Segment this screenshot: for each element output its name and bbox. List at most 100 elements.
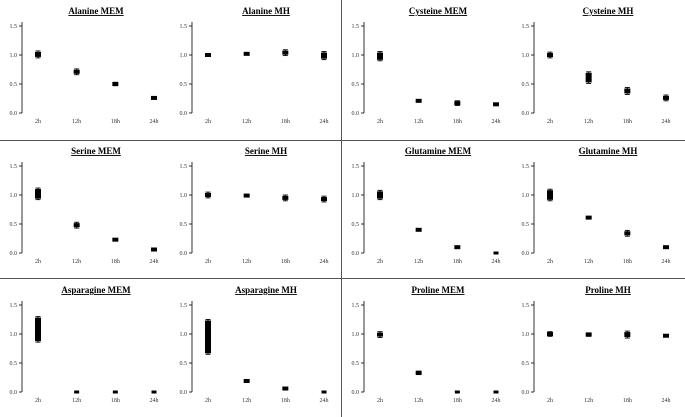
data-point bbox=[74, 390, 80, 394]
x-tick-label: 12h bbox=[584, 398, 593, 404]
chart-title: Cysteine MEM bbox=[409, 6, 468, 16]
x-tick-label: 12h bbox=[72, 119, 81, 125]
x-tick-label: 2h bbox=[547, 119, 553, 125]
chart-glutamine-mem: Glutamine MEM 0.0 0.5 1.0 1.5 2h 12h 18h 24h bbox=[352, 146, 501, 265]
y-tick-label: 1.5 bbox=[352, 303, 360, 309]
x-tick-label: 18h bbox=[453, 398, 462, 404]
x-tick-label: 2h bbox=[205, 259, 211, 265]
chart-glutamine-mh: Glutamine MH 0.0 0.5 1.0 1.5 2h 12h 18h 24h bbox=[522, 146, 671, 265]
y-tick-label: 0.5 bbox=[10, 361, 18, 367]
data-point bbox=[151, 390, 157, 394]
data-point bbox=[243, 51, 250, 56]
x-tick-label: 24h bbox=[662, 259, 671, 265]
x-tick-label: 24h bbox=[320, 259, 329, 265]
chart-asparagine-mh: Asparagine MH 0.0 0.5 1.0 1.5 2h 12h 18h 24h bbox=[180, 285, 329, 404]
data-point bbox=[377, 189, 383, 201]
x-tick-label: 2h bbox=[205, 398, 211, 404]
x-tick-label: 2h bbox=[377, 398, 383, 404]
x-tick-label: 18h bbox=[281, 398, 290, 404]
data-point bbox=[35, 50, 41, 59]
data-point bbox=[585, 215, 592, 220]
x-tick-label: 2h bbox=[377, 119, 383, 125]
x-tick-label: 2h bbox=[35, 398, 41, 404]
y-tick-label: 1.0 bbox=[352, 332, 360, 338]
x-tick-label: 24h bbox=[662, 119, 671, 125]
data-point bbox=[35, 316, 41, 343]
x-tick-label: 24h bbox=[150, 398, 159, 404]
x-tick-label: 18h bbox=[281, 259, 290, 265]
chart-alanine-mh: Alanine MH 0.0 0.5 1.0 1.5 2h 12h 18h 24h bbox=[180, 6, 329, 125]
chart-title: Glutamine MEM bbox=[405, 146, 472, 156]
chart-asparagine-mem: Asparagine MEM 0.0 0.5 1.0 1.5 2h 12h 18h 24h bbox=[10, 285, 159, 404]
data-point bbox=[282, 49, 289, 57]
chart-title: Alanine MH bbox=[242, 6, 290, 16]
x-tick-label: 18h bbox=[453, 259, 462, 265]
x-tick-label: 2h bbox=[35, 119, 41, 125]
y-tick-label: 1.5 bbox=[180, 24, 188, 30]
data-point bbox=[205, 319, 211, 355]
data-point bbox=[493, 102, 499, 107]
x-tick-label: 2h bbox=[547, 259, 553, 265]
x-tick-label: 12h bbox=[242, 259, 251, 265]
x-tick-label: 18h bbox=[111, 259, 120, 265]
x-tick-label: 18h bbox=[281, 119, 290, 125]
x-tick-label: 2h bbox=[547, 398, 553, 404]
horizontal-divider-1 bbox=[0, 140, 685, 141]
data-point bbox=[624, 87, 631, 95]
data-point bbox=[282, 194, 289, 202]
data-point bbox=[547, 188, 553, 202]
x-tick-label: 2h bbox=[377, 259, 383, 265]
data-point bbox=[585, 71, 592, 84]
chart-alanine-mem: Alanine MEM 0.0 0.5 1.0 1.5 2h 12h 18h 24h bbox=[10, 6, 159, 125]
y-tick-label: 0.5 bbox=[10, 82, 18, 88]
y-tick-label: 0.5 bbox=[352, 82, 360, 88]
data-point bbox=[547, 331, 553, 337]
x-tick-label: 12h bbox=[414, 259, 423, 265]
data-point bbox=[377, 51, 383, 62]
data-point bbox=[663, 94, 669, 102]
y-tick-label: 0.0 bbox=[180, 251, 188, 257]
y-tick-label: 1.0 bbox=[522, 332, 530, 338]
chart-serine-mh: Serine MH 0.0 0.5 1.0 1.5 2h 12h 18h 24h bbox=[180, 146, 329, 265]
y-tick-label: 0.0 bbox=[10, 390, 18, 396]
chart-title: Glutamine MH bbox=[579, 146, 638, 156]
y-tick-label: 1.5 bbox=[10, 164, 18, 170]
y-tick-label: 0.0 bbox=[522, 390, 530, 396]
chart-cysteine-mh: Cysteine MH 0.0 0.5 1.0 1.5 2h 12h 18h 24h bbox=[522, 6, 671, 125]
y-tick-label: 1.0 bbox=[180, 332, 188, 338]
y-tick-label: 1.0 bbox=[10, 332, 18, 338]
data-point bbox=[493, 390, 499, 394]
chart-title: Asparagine MEM bbox=[61, 285, 131, 295]
x-tick-label: 24h bbox=[320, 398, 329, 404]
y-tick-label: 0.0 bbox=[522, 111, 530, 117]
y-tick-label: 1.0 bbox=[352, 53, 360, 59]
y-tick-label: 1.5 bbox=[180, 303, 188, 309]
x-tick-label: 18h bbox=[111, 398, 120, 404]
chart-title: Proline MH bbox=[585, 285, 631, 295]
x-tick-label: 18h bbox=[111, 119, 120, 125]
x-tick-label: 12h bbox=[584, 259, 593, 265]
x-tick-label: 12h bbox=[414, 119, 423, 125]
y-tick-label: 1.5 bbox=[10, 303, 18, 309]
data-point bbox=[73, 221, 80, 229]
x-tick-label: 12h bbox=[242, 119, 251, 125]
chart-proline-mh: Proline MH 0.0 0.5 1.0 1.5 2h 12h 18h 24h bbox=[522, 285, 671, 404]
x-tick-label: 24h bbox=[492, 119, 501, 125]
y-tick-label: 0.5 bbox=[10, 222, 18, 228]
data-point bbox=[415, 227, 422, 232]
data-point bbox=[112, 390, 118, 394]
y-tick-label: 1.5 bbox=[522, 24, 530, 30]
y-tick-label: 1.0 bbox=[522, 53, 530, 59]
y-tick-label: 0.5 bbox=[180, 222, 188, 228]
data-point bbox=[624, 330, 631, 339]
x-tick-label: 18h bbox=[623, 119, 632, 125]
data-point bbox=[663, 333, 669, 338]
data-point bbox=[321, 390, 327, 394]
y-tick-label: 0.5 bbox=[522, 82, 530, 88]
data-point bbox=[454, 100, 461, 106]
chart-title: Proline MEM bbox=[411, 285, 465, 295]
data-point bbox=[321, 51, 327, 61]
y-tick-label: 0.0 bbox=[352, 390, 360, 396]
data-point bbox=[151, 95, 157, 100]
